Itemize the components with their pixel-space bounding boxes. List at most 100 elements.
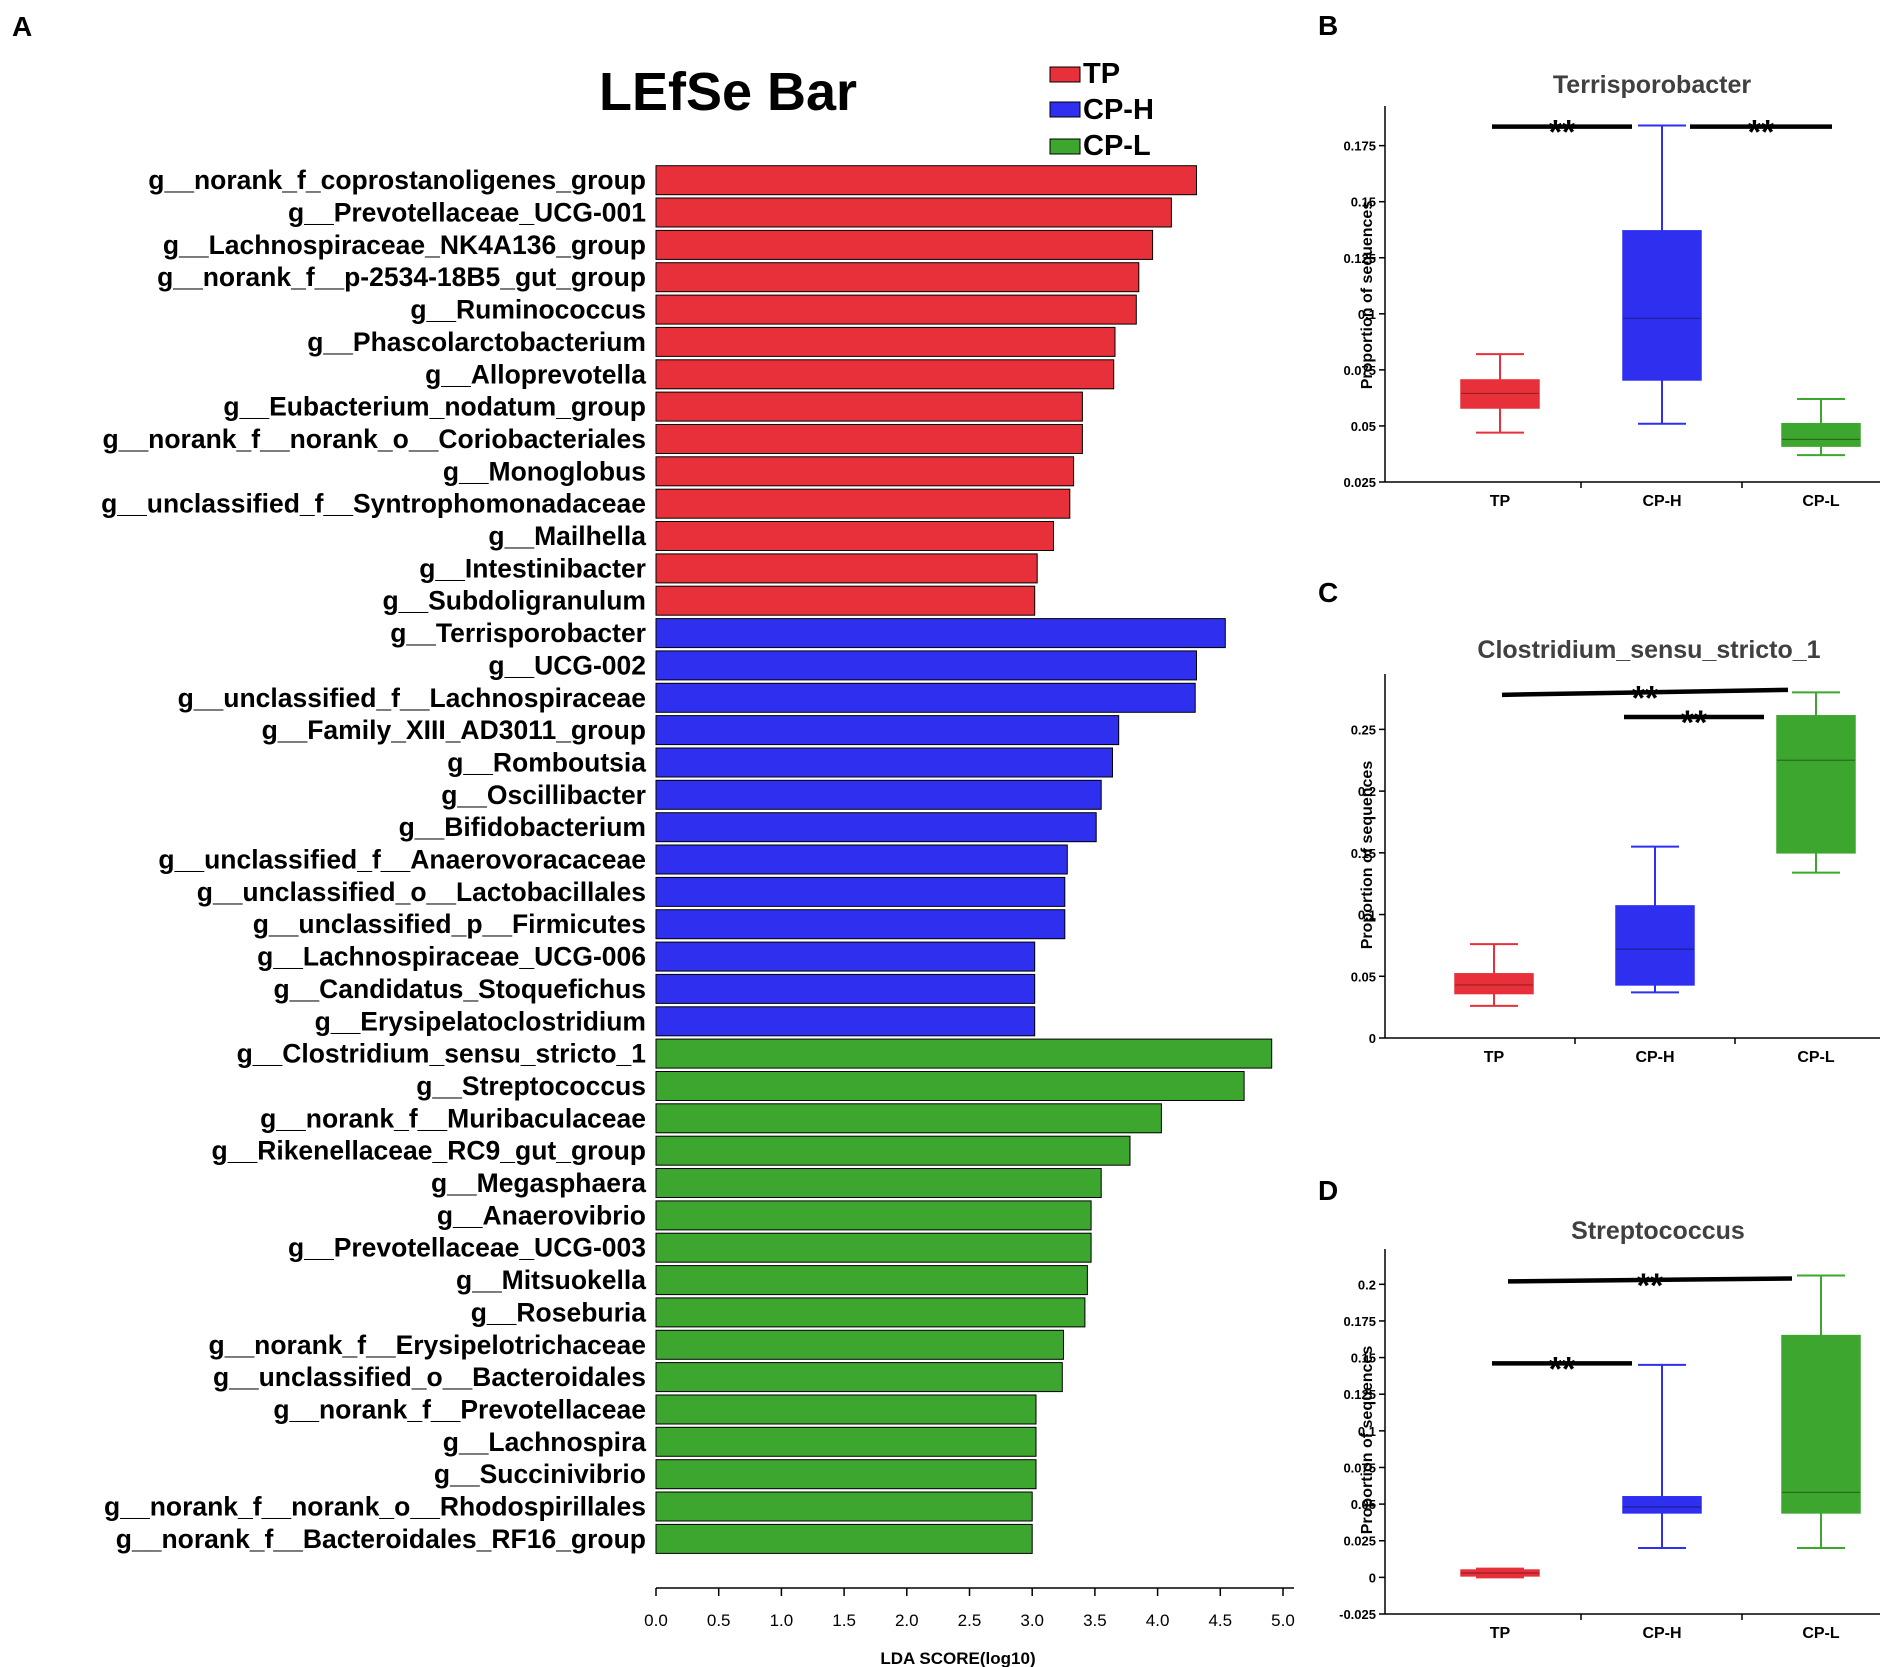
box-cp-l [1776,715,1856,854]
legend-swatch-cp-h [1049,101,1081,118]
y-tick-label: 0.1 [1358,908,1376,923]
lda-bar-cp-h [655,715,1120,746]
taxon-label: g__Romboutsia [447,748,646,778]
x-tick-label: 5.0 [1271,1611,1295,1630]
taxon-label: g__Oscillibacter [441,780,646,810]
x-tick-label: 0.5 [707,1611,731,1630]
lda-bar-tp [655,391,1083,422]
legend: TP CP-H CP-L [1049,58,1154,162]
box-cp-h [1622,230,1702,381]
y-tick-label: 0.025 [1343,475,1376,490]
significance-label: ** [1681,704,1708,742]
lda-bar-cp-h [655,1006,1036,1037]
y-tick-label: 0.075 [1343,363,1376,378]
boxplot-d-plot: -0.025 0 0.025 0.05 0.075 0.1 0.125 0.15 0.175 0.… [1339,1249,1880,1642]
y-tick-label: 0.2 [1358,1277,1376,1292]
lda-bar-tp [655,262,1140,293]
lda-bar-cp-l [655,1426,1037,1457]
lda-bar-cp-h [655,812,1097,843]
lda-bar-cp-l [655,1038,1273,1069]
boxplot-streptococcus: Streptococcus Proportion of sequences -0… [1339,1217,1880,1642]
lda-bar-tp [655,553,1038,584]
x-category-label: CP-H [1642,493,1681,510]
x-category-label: TP [1484,1049,1505,1066]
boxplot-terrisporobacter: Terrisporobacter Proportion of sequences… [1343,71,1880,510]
taxon-label: g__norank_f__Prevotellaceae [273,1395,646,1425]
y-tick-label: 0.025 [1343,1534,1376,1549]
x-tick-label: 4.5 [1208,1611,1232,1630]
legend-label-cp-h: CP-H [1083,94,1154,126]
lda-bar-cp-h [655,876,1066,907]
box-cp-l [1781,1334,1861,1514]
lda-bar-cp-h [655,779,1102,810]
legend-swatch-tp [1049,66,1081,83]
y-tick-label: 0.05 [1351,1497,1376,1512]
lda-bar-tp [655,585,1036,616]
taxon-label: g__Intestinibacter [419,553,646,583]
taxon-label: g__Mailhella [488,521,646,551]
lda-bar-cp-h [655,618,1226,649]
lda-bar-tp [655,424,1083,454]
lda-bar-tp [655,326,1116,357]
lda-bar-tp [655,197,1172,228]
x-tick-label: 0.0 [644,1611,668,1630]
boxplot-c-title: Clostridium_sensu_stricto_1 [1477,636,1820,664]
legend-swatch-cp-l [1049,138,1081,155]
lda-bar-cp-l [655,1329,1064,1360]
lda-bar-cp-l [655,1168,1102,1198]
taxon-label: g__Lachnospiraceae_UCG-006 [257,942,646,972]
taxon-label: g__Alloprevotella [425,359,646,389]
x-tick-label: 1.5 [832,1611,856,1630]
legend-label-tp: TP [1083,58,1120,90]
y-tick-label: 0.2 [1358,784,1376,799]
lda-bar-cp-h [655,941,1036,972]
boxplot-clostridium: Clostridium_sensu_stricto_1 Proportion o… [1351,636,1880,1066]
x-tick-label: 2.5 [958,1611,982,1630]
lda-bar-cp-l [655,1265,1088,1296]
significance-label: ** [1637,1267,1664,1305]
lefse-bars: g__norank_f_coprostanoligenes_groupg__Pr… [101,165,1273,1554]
lda-bar-cp-h [655,973,1036,1004]
significance-bar [1507,1276,1793,1284]
x-category-label: CP-H [1642,1625,1681,1642]
x-category-label: CP-H [1635,1049,1674,1066]
lda-bar-cp-l [655,1232,1092,1263]
lda-bar-cp-h [655,747,1113,778]
taxon-label: g__unclassified_p__Firmicutes [253,909,646,939]
box-cp-l [1781,422,1861,447]
taxon-label: g__unclassified_o__Bacteroidales [213,1362,646,1392]
taxon-label: g__Anaerovibrio [437,1200,646,1230]
taxon-label: g__Lachnospira [443,1427,646,1457]
x-tick-label: 3.0 [1020,1611,1044,1630]
taxon-label: g__unclassified_f__Anaerovoracaceae [158,845,646,875]
y-tick-label: 0.125 [1343,251,1376,266]
taxon-label: g__norank_f__Muribaculaceae [260,1103,646,1133]
taxon-label: g__Prevotellaceae_UCG-001 [288,198,646,228]
boxplot-b-ylabel: Proportion of sequences [1359,201,1376,390]
y-tick-label: 0.125 [1343,1387,1376,1402]
taxon-label: g__Streptococcus [416,1071,646,1101]
lda-bar-cp-l [655,1523,1033,1554]
lda-bar-tp [655,229,1154,260]
panel-label-a: A [12,11,32,42]
taxon-label: g__Terrisporobacter [390,618,646,648]
taxon-label: g__Megasphaera [431,1168,646,1198]
taxon-label: g__norank_f__Erysipelotrichaceae [209,1330,646,1360]
boxplot-d-title: Streptococcus [1571,1217,1745,1245]
x-category-label: TP [1490,493,1511,510]
taxon-label: g__norank_f__norank_o__Coriobacteriales [103,424,646,454]
significance-label: ** [1549,114,1576,152]
taxon-label: g__unclassified_f__Syntrophomonadaceae [101,489,646,519]
taxon-label: g__Rikenellaceae_RC9_gut_group [212,1136,646,1166]
lda-bar-cp-h [655,682,1196,713]
taxon-label: g__unclassified_o__Lactobacillales [197,877,646,907]
taxon-label: g__Succinivibrio [434,1459,646,1489]
x-category-label: CP-L [1802,1625,1840,1642]
y-tick-label: 0.15 [1351,846,1376,861]
taxon-label: g__Eubacterium_nodatum_group [223,392,646,422]
y-tick-label: 0.175 [1343,139,1376,154]
lda-bar-cp-h [655,844,1068,875]
y-tick-label: 0.175 [1343,1314,1376,1329]
y-tick-label: 0.05 [1351,969,1376,984]
